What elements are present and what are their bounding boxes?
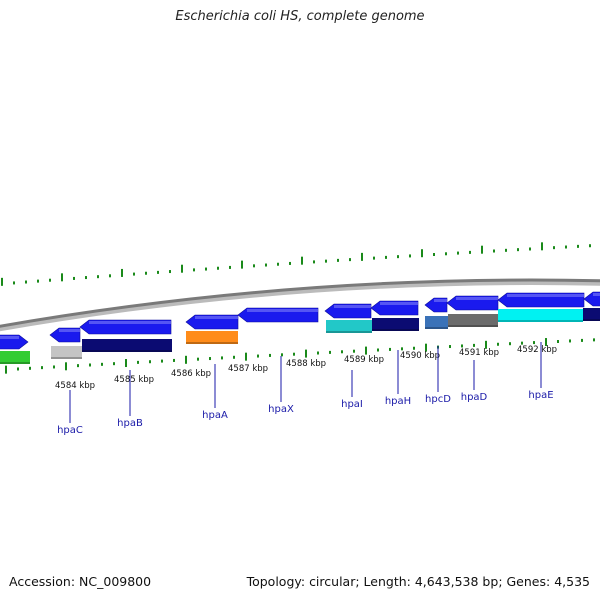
gene-label: hpcD [425, 394, 451, 405]
gene-arrow-highlight [334, 305, 371, 308]
gene-label: hpaD [461, 392, 488, 403]
gene-block [448, 314, 498, 327]
gene-block [372, 318, 419, 331]
genome-backbone-shadow [0, 278, 600, 332]
reverse-strand-track [0, 308, 600, 364]
gene-arrow-highlight [89, 321, 171, 324]
gene-arrow-highlight [0, 336, 19, 339]
gene-block [82, 339, 172, 352]
gene-arrow-highlight [59, 329, 80, 332]
gene-arrow-highlight [434, 299, 447, 302]
gene-label: hpaH [385, 396, 411, 407]
gene-block [326, 320, 372, 333]
gene-block-shadow [82, 350, 172, 352]
gene-arrow-highlight [380, 302, 418, 305]
gene-label: hpaX [268, 404, 294, 415]
scale-label: 4590 kbp [400, 351, 440, 361]
genes-label: Genes: [506, 574, 551, 589]
topology-label: Topology: [246, 574, 306, 589]
genome-title: Escherichia coli HS, complete genome [175, 9, 425, 24]
scale-label: 4591 kbp [459, 348, 499, 358]
gene-block [51, 346, 82, 359]
scale-label: 4587 kbp [228, 364, 268, 374]
gene-block-shadow [372, 329, 419, 331]
accession-value: NC_009800 [79, 574, 152, 589]
forward-strand-track [0, 291, 600, 350]
gene-block-shadow [498, 320, 583, 322]
gene-label: hpaE [528, 390, 553, 401]
outer-tick-ring [1, 242, 591, 286]
accession-label: Accession: [9, 574, 76, 589]
gene-block-shadow [448, 325, 498, 327]
gene-block-shadow [51, 357, 82, 359]
gene-arrow-highlight [593, 293, 600, 296]
scale-label: 4585 kbp [114, 375, 154, 385]
gene-label: hpaC [57, 425, 83, 436]
scale-label: 4592 kbp [517, 345, 557, 355]
gene-block-shadow [583, 319, 600, 321]
scale-label: 4588 kbp [286, 359, 326, 369]
gene-block-shadow [186, 342, 238, 344]
gene-label: hpaA [202, 410, 228, 421]
gene-label: hpaI [341, 399, 363, 410]
gene-arrow-highlight [195, 316, 238, 319]
gene-arrow-highlight [456, 297, 498, 300]
gene-labels: hpaC hpaB hpaA hpaX hpaI hpaH hpcD hpaD hpaE [57, 342, 554, 436]
gene-block [498, 309, 583, 322]
gene-arrow-highlight [507, 294, 584, 297]
gene-block [425, 316, 448, 329]
length-value: 4,643,538 bp [414, 574, 499, 589]
topology-value: circular [309, 574, 356, 589]
scale-label: 4584 kbp [55, 381, 95, 391]
gene-block-shadow [0, 362, 30, 364]
scale-label: 4586 kbp [171, 369, 211, 379]
gene-block [186, 331, 238, 344]
scale-labels: 4584 kbp 4585 kbp 4586 kbp 4587 kbp 4588 kbp… [55, 345, 557, 391]
genes-value: 4,535 [554, 574, 590, 589]
gene-arrow-highlight [247, 309, 318, 312]
genome-backbone [0, 278, 600, 328]
gene-block [583, 308, 600, 321]
genome-stats-footer: Topology: circular; Length: 4,643,538 bp… [246, 574, 590, 589]
scale-label: 4589 kbp [344, 355, 384, 365]
gene-block [0, 351, 30, 364]
gene-block-shadow [425, 327, 448, 329]
length-label: Length: [363, 574, 411, 589]
accession-footer: Accession: NC_009800 [9, 574, 151, 589]
gene-label: hpaB [117, 418, 143, 429]
gene-block-shadow [326, 331, 372, 333]
